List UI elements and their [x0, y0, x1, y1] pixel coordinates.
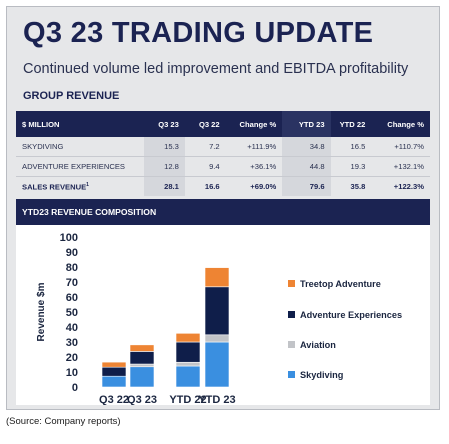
revenue-composition-chart: Revenue $m 0 10 20 30 40 50 60 70 80 90 100 Q3 22 Q3 …	[16, 225, 430, 405]
column-header: YTD 23	[282, 111, 331, 137]
table-cell: +122.3%	[393, 182, 424, 191]
legend-swatch	[288, 280, 295, 287]
bar-segment-aviation	[175, 361, 201, 367]
table-cell: +111.9%	[225, 137, 283, 157]
table-row: SKYDIVING 15.3 7.2 +111.9% 34.8 16.5 +11…	[16, 137, 430, 157]
table-cell: SALES REVENUE1	[16, 177, 144, 197]
chart-section-header: YTD23 REVENUE COMPOSITION	[16, 199, 430, 225]
y-tick-label: 70	[66, 277, 78, 289]
legend-label: Skydiving	[300, 370, 343, 380]
y-tick-label: 0	[72, 382, 78, 394]
bar-segment-skydiving	[175, 365, 201, 388]
source-note: (Source: Company reports)	[6, 416, 121, 427]
chart-svg: Revenue $m 0 10 20 30 40 50 60 70 80 90 100 Q3 22Q3 …	[36, 232, 402, 405]
table-cell: 34.8	[282, 137, 331, 157]
section-label-group-revenue: GROUP REVENUE	[23, 90, 120, 102]
bar-segment-adventure-experiences	[204, 286, 230, 336]
table-cell: 12.8	[144, 156, 185, 177]
column-header: YTD 22	[330, 111, 372, 137]
table-row: ADVENTURE EXPERIENCES 12.8 9.4 +36.1% 44…	[16, 156, 430, 177]
legend-label: Adventure Experiences	[300, 310, 402, 320]
y-tick-label: 90	[66, 247, 78, 259]
bar-segment-treetop-adventure	[129, 344, 155, 352]
y-axis-title: Revenue $m	[36, 282, 47, 341]
y-tick-label: 10	[66, 367, 78, 379]
revenue-table: $ MILLION Q3 23 Q3 22 Change % YTD 23 YT…	[16, 111, 430, 196]
x-tick-label: YTD 23	[198, 394, 235, 405]
y-tick-label: 20	[66, 352, 78, 364]
y-tick-label: 50	[66, 307, 78, 319]
bar-segment-treetop-adventure	[175, 333, 201, 343]
table-cell: 19.3	[330, 156, 372, 177]
table-cell: +132.1%	[371, 156, 430, 177]
x-tick-label: YTD 22	[169, 394, 206, 405]
table-cell: +110.7%	[371, 137, 430, 157]
column-header: Change %	[225, 111, 283, 137]
table-cell: 35.8	[350, 182, 366, 191]
bar-segment-skydiving	[101, 375, 127, 388]
bar-segment-skydiving	[204, 341, 230, 388]
y-tick-label: 40	[66, 322, 78, 334]
table-cell: +69.0%	[250, 182, 277, 191]
x-tick-label: Q3 22	[99, 394, 129, 405]
y-tick-label: 30	[66, 337, 78, 349]
bar-segment-aviation	[129, 363, 155, 368]
legend-swatch	[288, 371, 295, 378]
table-cell: 15.3	[144, 137, 185, 157]
table-header-row: $ MILLION Q3 23 Q3 22 Change % YTD 23 YT…	[16, 111, 430, 137]
legend-swatch	[288, 341, 295, 348]
page-title: Q3 23 TRADING UPDATE	[23, 17, 374, 49]
legend-label: Treetop Adventure	[300, 279, 381, 289]
bar-segment-adventure-experiences	[175, 341, 201, 363]
page-subtitle: Continued volume led improvement and EBI…	[23, 61, 409, 77]
bar-segment-adventure-experiences	[101, 366, 127, 377]
total-label: SALES REVENUE	[22, 182, 87, 192]
table-row-total: SALES REVENUE1 28.1 16.6 +69.0% 79.6 35.…	[16, 176, 430, 197]
table-cell: 16.6	[204, 182, 220, 191]
table-cell: 28.1	[144, 176, 185, 196]
bar-segment-aviation	[204, 334, 230, 343]
column-header: Q3 22	[184, 111, 226, 137]
table-cell: 9.4	[184, 156, 226, 177]
y-tick-label: 100	[60, 232, 78, 244]
footnote-marker: 1	[86, 181, 89, 188]
bar-segment-adventure-experiences	[129, 351, 155, 365]
column-header: $ MILLION	[16, 111, 145, 137]
legend-swatch	[288, 311, 295, 318]
legend-label: Aviation	[300, 340, 336, 350]
table-cell: SKYDIVING	[16, 137, 145, 157]
table-cell: 79.6	[282, 176, 331, 196]
x-tick-label: Q3 23	[127, 394, 157, 405]
bar-segment-skydiving	[129, 366, 155, 388]
table-cell: ADVENTURE EXPERIENCES	[16, 156, 145, 177]
column-header: Q3 23	[144, 111, 185, 137]
table-cell: +36.1%	[225, 156, 283, 177]
y-tick-label: 60	[66, 292, 78, 304]
y-tick-label: 80	[66, 262, 78, 274]
table-cell: 44.8	[282, 156, 331, 177]
bar-segment-treetop-adventure	[204, 267, 230, 288]
bar-segment-treetop-adventure	[101, 361, 127, 368]
table-cell: 7.2	[184, 137, 226, 157]
column-header: Change %	[371, 111, 430, 137]
table-cell: 16.5	[330, 137, 372, 157]
